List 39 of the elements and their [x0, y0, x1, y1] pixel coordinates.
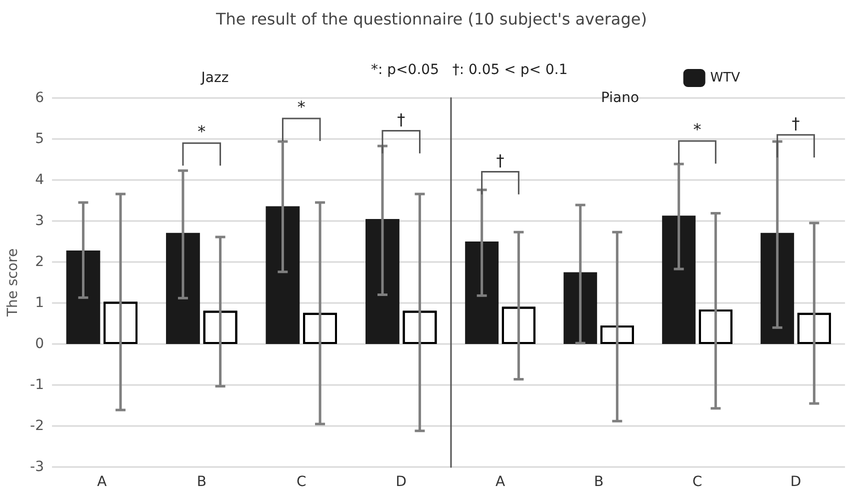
x-tick-label: C	[692, 474, 702, 490]
y-tick-label: 3	[35, 213, 44, 229]
annotation: *	[297, 98, 306, 116]
y-tick-label: -1	[30, 377, 44, 393]
bar	[465, 242, 499, 344]
annotation: *	[693, 120, 702, 140]
legend-label: WTV	[710, 70, 740, 86]
text: *: p<0.05	[371, 62, 439, 78]
y-tick-label: -2	[30, 418, 44, 434]
text: Jazz	[200, 70, 229, 86]
x-tick-label: B	[594, 474, 604, 490]
annotation: †	[792, 114, 800, 133]
annotation: *	[198, 122, 206, 142]
x-tick-label: D	[790, 474, 802, 490]
y-tick-label: 0	[35, 336, 44, 352]
bar	[66, 250, 100, 344]
chart-title: The result of the questionnaire (10 subject's average)	[215, 10, 647, 28]
annotation: †	[496, 150, 504, 170]
x-tick-label: C	[296, 474, 306, 490]
annotation: †	[397, 110, 406, 129]
y-axis-title: The score	[5, 248, 21, 318]
x-tick-label: D	[396, 474, 407, 490]
x-tick-label: B	[196, 474, 206, 490]
bar	[166, 232, 200, 344]
x-tick-label: A	[97, 474, 108, 490]
y-tick-label: 2	[35, 254, 44, 270]
bar	[564, 272, 598, 344]
bar	[266, 206, 300, 344]
y-tick-label: 6	[35, 90, 44, 106]
y-tick-label: -3	[30, 459, 44, 475]
bar	[760, 232, 794, 344]
y-tick-label: 1	[35, 295, 44, 311]
bar	[662, 216, 696, 344]
y-tick-label: 4	[35, 172, 44, 188]
x-tick-label: A	[495, 474, 506, 490]
annotation: Piano	[600, 90, 640, 106]
y-tick-label: 5	[35, 131, 44, 147]
text: †: 0.05 < p< 0.1	[452, 62, 568, 78]
bar	[366, 218, 400, 344]
